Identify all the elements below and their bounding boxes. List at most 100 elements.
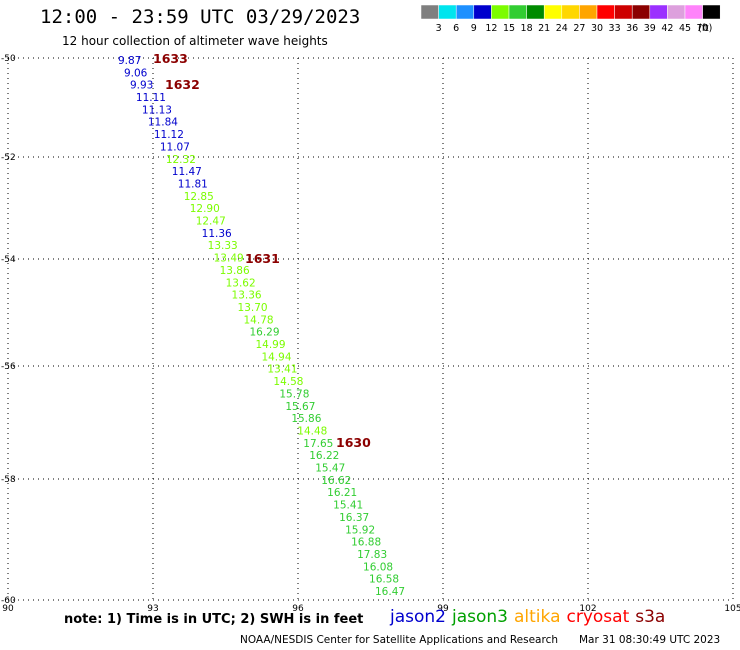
swh-observation: 11.47 (172, 166, 202, 178)
latitude-tick-label: -58 (1, 475, 16, 485)
observation-labels: 9.879.069.9311.1111.1311.8411.1211.0712.… (118, 55, 405, 598)
scale-label: 9 (471, 23, 477, 34)
swh-observation: 17.83 (357, 549, 387, 561)
swh-observation: 16.29 (249, 327, 279, 339)
swh-observation: 15.41 (333, 500, 363, 512)
swh-observation: 11.07 (160, 141, 190, 153)
scale-swatch (420, 4, 439, 20)
swh-observation: 17.65 (303, 438, 333, 450)
swh-observation: 16.08 (363, 561, 393, 573)
swh-observation: 11.36 (202, 228, 232, 240)
color-scale-legend: 3 6 9 12 15 18 21 24 27 30 33 36 39 42 45 70(ft) (420, 4, 721, 34)
scale-label: 70 (697, 23, 709, 34)
generated-timestamp: Mar 31 08:30:49 UTC 2023 (579, 634, 721, 646)
scale-label: 12 (485, 23, 497, 34)
page-subtitle: 12 hour collection of altimeter wave hei… (62, 34, 328, 48)
scale-unit: (ft) (698, 23, 712, 34)
longitude-tick-label: 96 (292, 604, 304, 614)
track-number-label: 1632 (165, 77, 200, 92)
scale-label: 42 (661, 23, 673, 34)
swh-observation: 16.62 (321, 475, 351, 487)
latitude-tick-label: -50 (1, 54, 16, 64)
swh-observation: 13.33 (208, 240, 238, 252)
page-title: 12:00 - 23:59 UTC 03/29/2023 (40, 6, 361, 28)
swh-observation: 16.37 (339, 512, 369, 524)
scale-swatch (631, 4, 651, 20)
scale-label: 6 (453, 23, 459, 34)
longitude-tick-label: 90 (2, 604, 14, 614)
swh-observation: 15.92 (345, 524, 375, 536)
swh-observation: 13.41 (267, 364, 297, 376)
scale-swatch (526, 4, 545, 20)
scale-label: 30 (591, 23, 603, 34)
satellite-legend: jason2 jason3 altika cryosat s3a (390, 607, 671, 627)
longitude-axis: 90 93 96 99 102 105 (2, 604, 740, 614)
scale-swatch (438, 4, 457, 20)
scale-label: 3 (436, 23, 442, 34)
scale-swatch (543, 4, 563, 20)
swh-observation: 13.62 (226, 277, 256, 289)
swh-observation: 13.86 (220, 265, 250, 277)
swh-observation: 11.84 (148, 117, 178, 129)
satellite-legend-item: jason2 (390, 607, 446, 627)
scale-label: 45 (679, 23, 691, 34)
swh-observation: 15.67 (285, 401, 315, 413)
swh-observation: 12.47 (196, 216, 226, 228)
swh-observation: 15.86 (291, 413, 321, 425)
satellite-legend-item: altika (514, 607, 561, 627)
swh-observation: 14.48 (297, 425, 327, 437)
scale-swatch (508, 4, 527, 20)
swh-observation: 14.58 (273, 376, 303, 388)
track-number-label: 1631 (245, 251, 280, 266)
swh-observation: 13.49 (214, 253, 244, 265)
scale-label: 15 (503, 23, 515, 34)
scale-swatch (455, 4, 475, 20)
swh-observation: 12.85 (184, 191, 214, 203)
swh-observation: 11.81 (178, 178, 208, 190)
swh-observation: 11.11 (136, 92, 166, 104)
swh-observation: 11.13 (142, 104, 172, 116)
swh-observation: 12.32 (166, 154, 196, 166)
longitude-tick-label: 93 (147, 604, 158, 614)
track-labels: 1633 1632 1631 1630 (153, 51, 371, 450)
scale-swatch (579, 4, 598, 20)
swh-observation: 13.36 (232, 290, 262, 302)
latitude-tick-label: -54 (1, 255, 16, 265)
scale-swatch (596, 4, 615, 20)
swh-observation: 9.87 (118, 55, 141, 67)
swh-observation: 16.47 (375, 586, 405, 598)
swh-observation: 12.90 (190, 203, 220, 215)
scale-swatch (561, 4, 580, 20)
credit-text: NOAA/NESDIS Center for Satellite Applica… (240, 634, 558, 646)
longitude-tick-label: 105 (724, 604, 740, 614)
swh-observation: 14.99 (255, 339, 285, 351)
longitude-tick-label: 102 (579, 604, 596, 614)
swh-observation: 16.21 (327, 487, 357, 499)
scale-label: 18 (521, 23, 533, 34)
satellite-legend-item: s3a (635, 607, 666, 627)
footer-note: note: 1) Time is in UTC; 2) SWH is in fe… (64, 612, 364, 627)
latitude-axis: -50 -52 -54 -56 -58 -60 (1, 54, 16, 606)
swh-observation: 16.22 (309, 450, 339, 462)
scale-swatch (649, 4, 668, 20)
swh-observation: 9.93 (130, 80, 153, 92)
swh-observation: 16.58 (369, 574, 399, 586)
swh-observation: 13.70 (238, 302, 268, 314)
swh-observation: 15.78 (279, 388, 309, 400)
swh-observation: 11.12 (154, 129, 184, 141)
satellite-legend-item: cryosat (566, 607, 630, 627)
scale-swatch (614, 4, 633, 20)
scale-label: 36 (626, 23, 638, 34)
swh-observation: 15.47 (315, 463, 345, 475)
scale-swatch (473, 4, 492, 20)
satellite-legend-item: jason3 (452, 607, 508, 627)
swh-observation: 14.94 (261, 351, 291, 363)
latitude-tick-label: -60 (1, 596, 16, 606)
track-number-label: 1633 (153, 51, 188, 66)
scale-swatch (491, 4, 510, 20)
scale-swatch (684, 4, 703, 20)
longitude-tick-label: 99 (437, 604, 449, 614)
scale-label: 39 (644, 23, 656, 34)
scale-swatch (667, 4, 686, 20)
